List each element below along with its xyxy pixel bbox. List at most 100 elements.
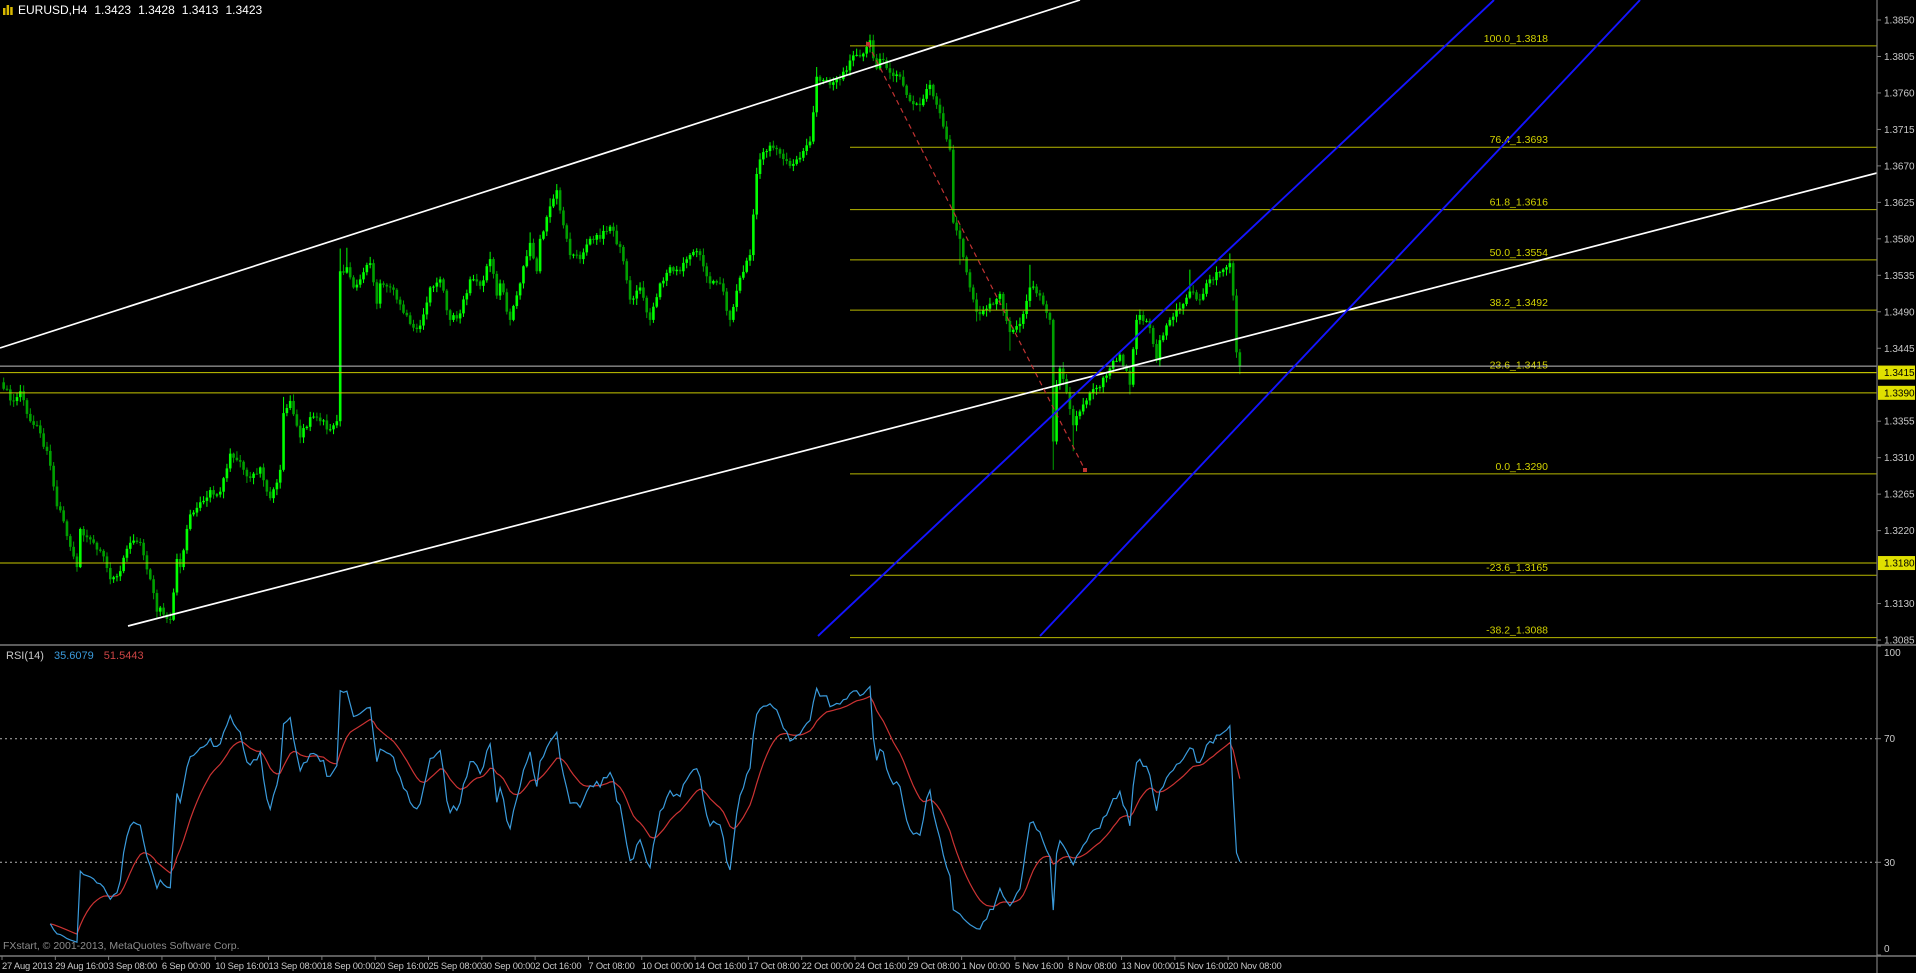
blue-trendline-1[interactable] (817, 0, 1495, 637)
candle-body (1085, 400, 1088, 405)
fibonacci-retracement[interactable]: 100.0_1.3818 76.4_1.3693 61.8_1.3616 50.0_1… (850, 33, 1877, 639)
candle-body (542, 231, 545, 239)
candle-body (668, 267, 672, 273)
candle-body (25, 400, 29, 414)
time-axis-label: 3 Sep 08:00 (109, 960, 157, 971)
candle-body (1155, 343, 1158, 361)
candle-body (625, 261, 629, 281)
candle-body (1095, 387, 1098, 390)
candle-body (595, 234, 599, 240)
candle-body (82, 528, 85, 536)
candle-body (212, 490, 215, 495)
candle-body (848, 60, 852, 71)
candle-body (55, 486, 59, 507)
candle-body (738, 277, 742, 291)
rsi-panel[interactable] (0, 685, 1877, 944)
candle-body (475, 279, 479, 282)
candle-body (715, 281, 719, 283)
candle-body (775, 147, 778, 150)
time-axis-label: 20 Sep 16:00 (375, 960, 428, 971)
candle-body (272, 489, 275, 499)
rsi-value: 35.6079 (53, 650, 94, 662)
candle-body (708, 276, 712, 284)
candle-body (458, 313, 462, 319)
candle-body (1045, 304, 1048, 313)
candle-body (502, 283, 505, 293)
candle-body (628, 280, 632, 300)
candle-body (158, 607, 162, 612)
candle-body (495, 273, 499, 296)
candle-body (858, 54, 862, 57)
candle-body (132, 540, 135, 543)
candle-body (1051, 319, 1055, 442)
time-axis-label: 18 Sep 00:00 (322, 960, 375, 971)
candle-body (128, 542, 132, 549)
candle-body (748, 255, 752, 261)
candle-body (342, 271, 345, 273)
candle-body (562, 210, 565, 226)
candle-body (372, 263, 375, 283)
candle-body (1061, 368, 1065, 379)
candle-body (1195, 292, 1198, 300)
candle-body (598, 234, 602, 239)
candle-body (19, 391, 22, 398)
time-axis-label: 10 Sep 16:00 (215, 960, 268, 971)
candle-body (1048, 312, 1052, 320)
candle-body (658, 283, 662, 298)
candle-body (155, 593, 159, 612)
symbol-timeframe-label: EURUSD,H4 (18, 3, 88, 17)
fib-base-line[interactable] (867, 43, 1086, 471)
candle-body (1235, 295, 1238, 353)
candle-body (208, 490, 212, 498)
rsi-indicator-label: RSI(14) 35.6079 51.5443 (6, 650, 144, 662)
quote-high: 1.3428 (138, 3, 175, 17)
candle-body (985, 308, 988, 311)
candle-body (895, 74, 898, 77)
fib-anchor-marker[interactable] (1083, 468, 1087, 472)
white-channel-lower[interactable] (127, 172, 1877, 627)
candle-body (778, 149, 782, 154)
candle-body (245, 469, 249, 477)
candle-body (862, 53, 865, 57)
candle-body (795, 159, 798, 164)
candle-body (1138, 315, 1142, 320)
candle-body (838, 78, 842, 80)
candle-body (1198, 299, 1202, 301)
fib-anchor-marker[interactable] (866, 42, 870, 46)
candle-body (235, 457, 239, 461)
candle-body (1018, 323, 1022, 327)
candle-body (335, 421, 339, 426)
candle-body (1101, 377, 1105, 388)
candle-body (408, 315, 412, 324)
candle-body (122, 557, 125, 572)
price-marker-label: 1.3180 (1884, 559, 1915, 570)
rsi-signal-line (50, 695, 1241, 935)
candle-body (258, 467, 262, 474)
price-axis[interactable]: 1.3850 1.3805 1.3760 1.3715 1.3670 1.3625 1.35… (1877, 16, 1915, 647)
candle-body (585, 244, 589, 253)
candle-body (1021, 314, 1025, 324)
candle-body (948, 139, 952, 150)
candle-body (818, 76, 822, 81)
candle-body (565, 225, 569, 239)
blue-trendline-2[interactable] (1039, 0, 1641, 637)
candle-body (518, 283, 522, 296)
candle-body (1158, 340, 1162, 361)
time-axis[interactable]: 27 Aug 2013 29 Aug 16:00 3 Sep 08:00 6 Sep … (1, 956, 1282, 971)
rsi-axis[interactable]: 100 70 30 0 (1877, 645, 1901, 956)
candle-body (618, 244, 622, 247)
candle-body (1068, 392, 1072, 410)
fib-level-label: 50.0_1.3554 (1490, 247, 1549, 259)
main-price-panel[interactable]: 100.0_1.3818 76.4_1.3693 61.8_1.3616 50.0_1… (0, 0, 1877, 639)
candle-body (735, 290, 739, 307)
candle-body (192, 512, 195, 515)
time-axis-label: 22 Oct 00:00 (802, 960, 853, 971)
candle-body (912, 101, 915, 105)
candle-body (255, 473, 259, 475)
candle-body (285, 408, 289, 414)
candle-body (175, 558, 179, 593)
candle-body (498, 283, 502, 296)
time-axis-label: 29 Aug 16:00 (55, 960, 108, 971)
white-channel-upper[interactable] (0, 0, 1081, 349)
